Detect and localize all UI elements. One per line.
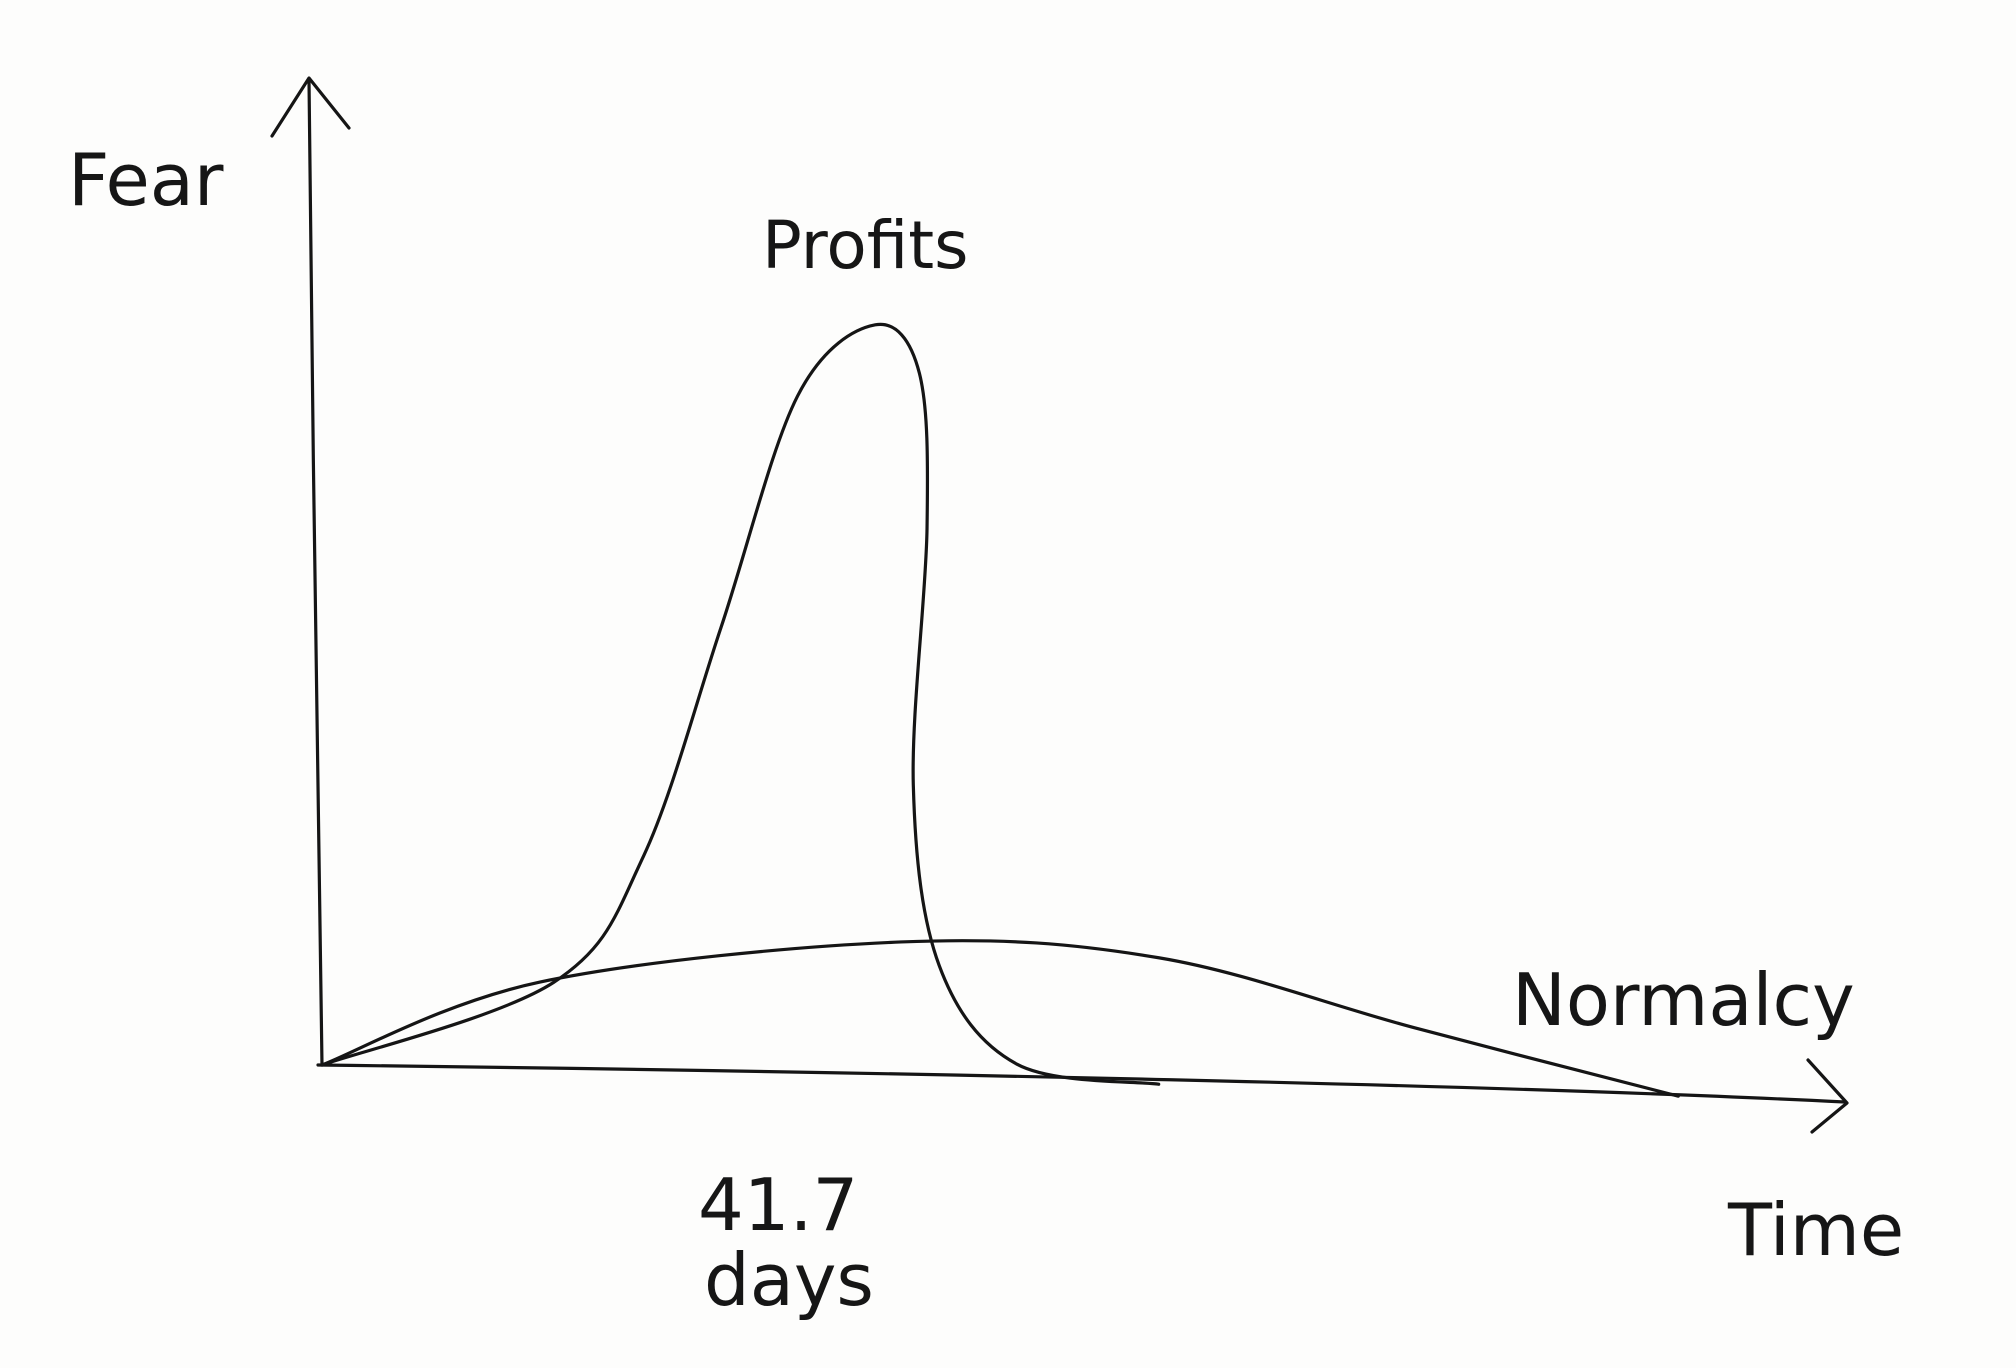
series-layer [320, 322, 1680, 1098]
x-axis-arrowhead-icon [1806, 1058, 1849, 1134]
series-line-normalcy [320, 939, 1680, 1098]
x-axis-line [316, 1063, 1847, 1104]
series-line-profits [320, 322, 1161, 1086]
y-axis-line [307, 78, 324, 1067]
series-label-profits: Profits [762, 207, 969, 284]
y-axis-label: Fear [68, 138, 224, 222]
x-axis [316, 1058, 1849, 1134]
x-axis-label: Time [1727, 1188, 1904, 1272]
y-axis [270, 76, 351, 1067]
annotation-value: 41.7 [698, 1163, 858, 1247]
y-axis-arrowhead-icon [270, 76, 351, 138]
annotation-unit: days [704, 1238, 874, 1322]
series-label-normalcy: Normalcy [1512, 958, 1855, 1042]
